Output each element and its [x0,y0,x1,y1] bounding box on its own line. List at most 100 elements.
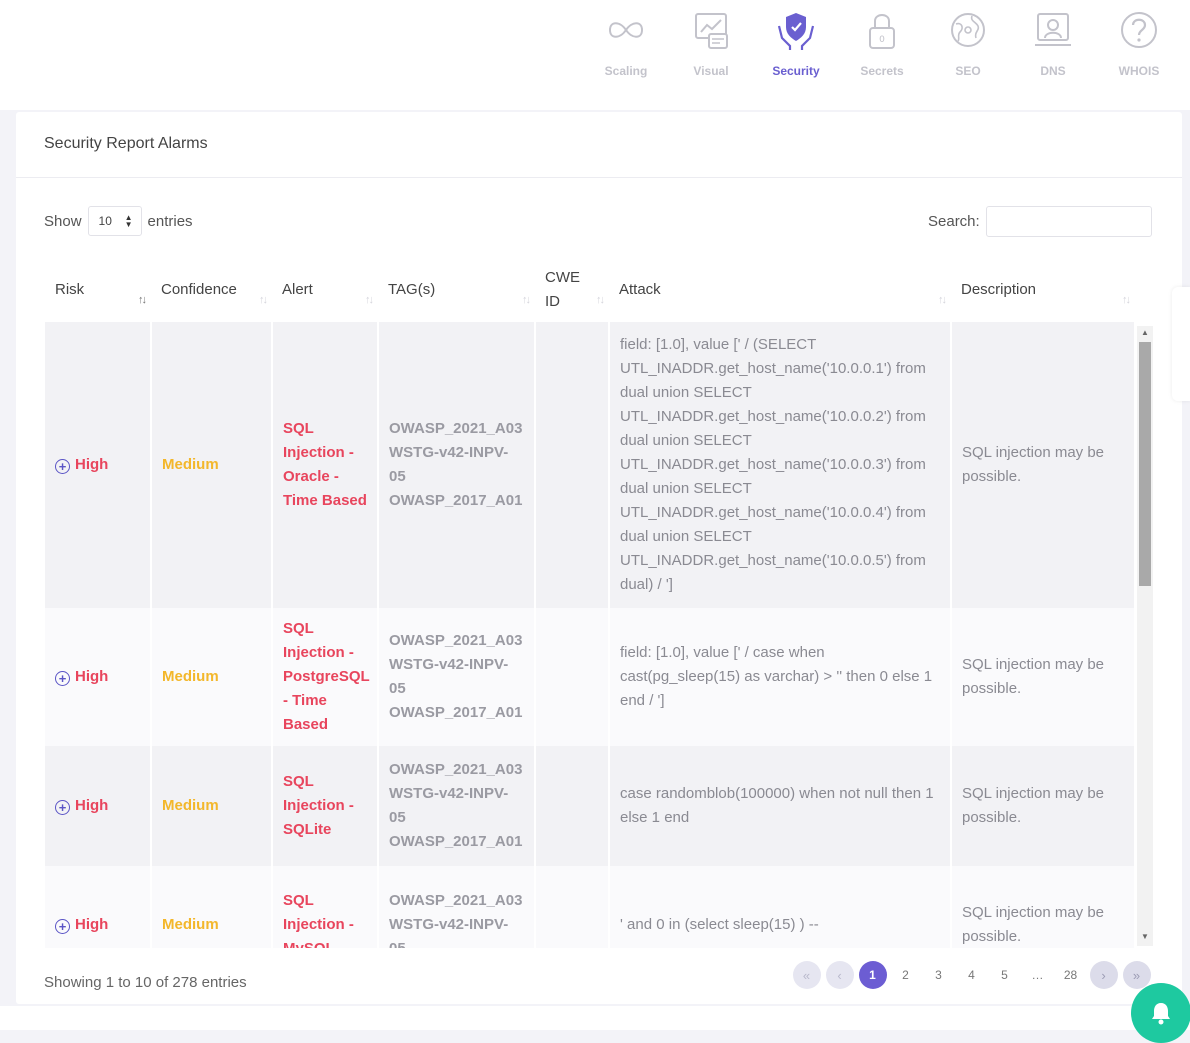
alert-cell: SQL Injection - PostgreSQL - Time Based [272,608,379,746]
search-label: Search: [928,213,980,230]
notification-button[interactable] [1131,983,1190,1043]
tag: OWASP_2021_A03 [389,632,523,649]
visual-icon [695,13,728,49]
infinity-icon [608,22,644,38]
question-icon [1121,12,1157,48]
next-page-button[interactable]: › [1089,961,1118,989]
column-label: Confidence [161,281,237,298]
page-length-select[interactable]: 10 ▲ ▼ [87,206,142,236]
page-button-3[interactable]: 3 [935,968,942,982]
svg-text:0: 0 [879,35,885,45]
column-header-attack[interactable]: Attack ↑↓ [609,258,951,322]
column-label: CWE ID [545,269,580,310]
description-cell: SQL injection may be possible. [951,608,1136,746]
tag: OWASP_2017_A01 [389,833,523,850]
tab-secrets[interactable]: 0 Secrets [842,8,922,78]
entries-label: entries [147,212,193,230]
bell-icon [1152,1003,1170,1025]
tab-whois[interactable]: WHOIS [1099,8,1179,78]
last-page-button[interactable]: » [1122,961,1151,989]
alarms-table-container: Risk ↑↓ Confidence ↑↓ Alert ↑↓ TAG(s) ↑↓ CWE… [45,258,1153,948]
show-label: Show [44,212,82,230]
tags-cell: OWASP_2021_A03 WSTG-v42-INPV-05 OWASP_20… [378,608,536,746]
page-ellipsis: … [1031,968,1044,982]
scroll-down-icon[interactable]: ▼ [1141,932,1149,941]
confidence-cell: Medium [151,322,273,608]
attack-cell: field: [1.0], value [' / case when cast(… [609,608,952,746]
tab-scaling[interactable]: Scaling [586,8,666,78]
cwe-cell [535,866,610,948]
risk-value: High [75,668,109,685]
attack-cell: case randomblob(100000) when not null th… [609,746,952,866]
description-cell: SQL injection may be possible. [951,866,1136,948]
column-header-cwe-id[interactable]: CWE ID ↑↓ [535,258,609,322]
side-panel-tab[interactable] [1172,287,1190,401]
scroll-up-icon[interactable]: ▲ [1141,328,1149,337]
expand-row-icon[interactable]: + [55,671,70,686]
tab-label: Visual [693,64,729,78]
sort-icon: ↑↓ [938,294,947,306]
page-button-28[interactable]: 28 [1063,968,1078,982]
table-info: Showing 1 to 10 of 278 entries [44,974,247,991]
security-report-card: Security Report Alarms Show 10 ▲ ▼ entrie… [16,112,1182,1004]
risk-value: High [75,916,109,933]
alert-cell: SQL Injection - Oracle - Time Based [272,322,379,608]
tab-label: WHOIS [1118,64,1160,78]
page-button-2[interactable]: 2 [902,968,909,982]
expand-row-icon[interactable]: + [55,459,70,474]
column-label: Risk [55,281,85,298]
expand-row-icon[interactable]: + [55,919,70,934]
tag: WSTG-v42-INPV-05 [389,444,509,485]
risk-cell[interactable]: + High [45,746,152,866]
lock-icon: 0 [869,14,895,49]
sort-icon: ↑↓ [365,294,374,306]
page-length-control: Show 10 ▲ ▼ entries [44,206,193,236]
column-label: Description [961,281,1037,298]
page-button-5[interactable]: 5 [1001,968,1008,982]
tab-security[interactable]: Security [756,8,836,78]
risk-cell[interactable]: + High [45,608,152,746]
column-label: Alert [282,281,313,298]
table-row[interactable]: + High Medium SQL Injection - MySQL OWASP… [45,866,1136,948]
column-label: TAG(s) [388,281,436,298]
cwe-cell [535,322,610,608]
description-cell: SQL injection may be possible. [951,322,1136,608]
confidence-cell: Medium [151,866,273,948]
column-header-risk[interactable]: Risk ↑↓ [45,258,151,322]
table-scrollbar[interactable]: ▲ ▼ [1137,326,1153,946]
table-row[interactable]: + High Medium SQL Injection - Oracle - Ti… [45,322,1136,608]
tab-seo[interactable]: SEO [928,8,1008,78]
tab-visual[interactable]: Visual [671,8,751,78]
table-row[interactable]: + High Medium SQL Injection - PostgreSQL … [45,608,1136,746]
page-button-4[interactable]: 4 [968,968,975,982]
alert-cell: SQL Injection - SQLite [272,746,379,866]
page-button-1[interactable]: 1 [858,961,887,989]
first-page-button[interactable]: « [792,961,821,989]
globe-icon [951,13,985,47]
search-input[interactable] [985,206,1152,237]
scrollbar-thumb[interactable] [1139,342,1151,586]
column-header-description[interactable]: Description ↑↓ [951,258,1135,322]
previous-page-button[interactable]: ‹ [825,961,854,989]
tag: OWASP_2017_A01 [389,492,523,509]
risk-value: High [75,456,109,473]
page-length-value: 10 [98,214,112,228]
attack-cell: ' and 0 in (select sleep(15) ) -- [609,866,952,948]
alert-cell: SQL Injection - MySQL [272,866,379,948]
tab-label: Secrets [860,64,904,78]
table-header-row: Risk ↑↓ Confidence ↑↓ Alert ↑↓ TAG(s) ↑↓ CWE… [45,258,1135,322]
risk-cell[interactable]: + High [45,866,152,948]
tag: OWASP_2017_A01 [389,704,523,721]
sort-icon: ↑↓ [259,294,268,306]
cwe-cell [535,608,610,746]
table-row[interactable]: + High Medium SQL Injection - SQLite OWAS… [45,746,1136,866]
column-header-tags[interactable]: TAG(s) ↑↓ [378,258,535,322]
column-header-alert[interactable]: Alert ↑↓ [272,258,378,322]
expand-row-icon[interactable]: + [55,800,70,815]
divider [16,177,1182,178]
column-header-confidence[interactable]: Confidence ↑↓ [151,258,272,322]
risk-cell[interactable]: + High [45,322,152,608]
column-label: Attack [619,281,661,298]
confidence-cell: Medium [151,746,273,866]
tab-dns[interactable]: DNS [1013,8,1093,78]
